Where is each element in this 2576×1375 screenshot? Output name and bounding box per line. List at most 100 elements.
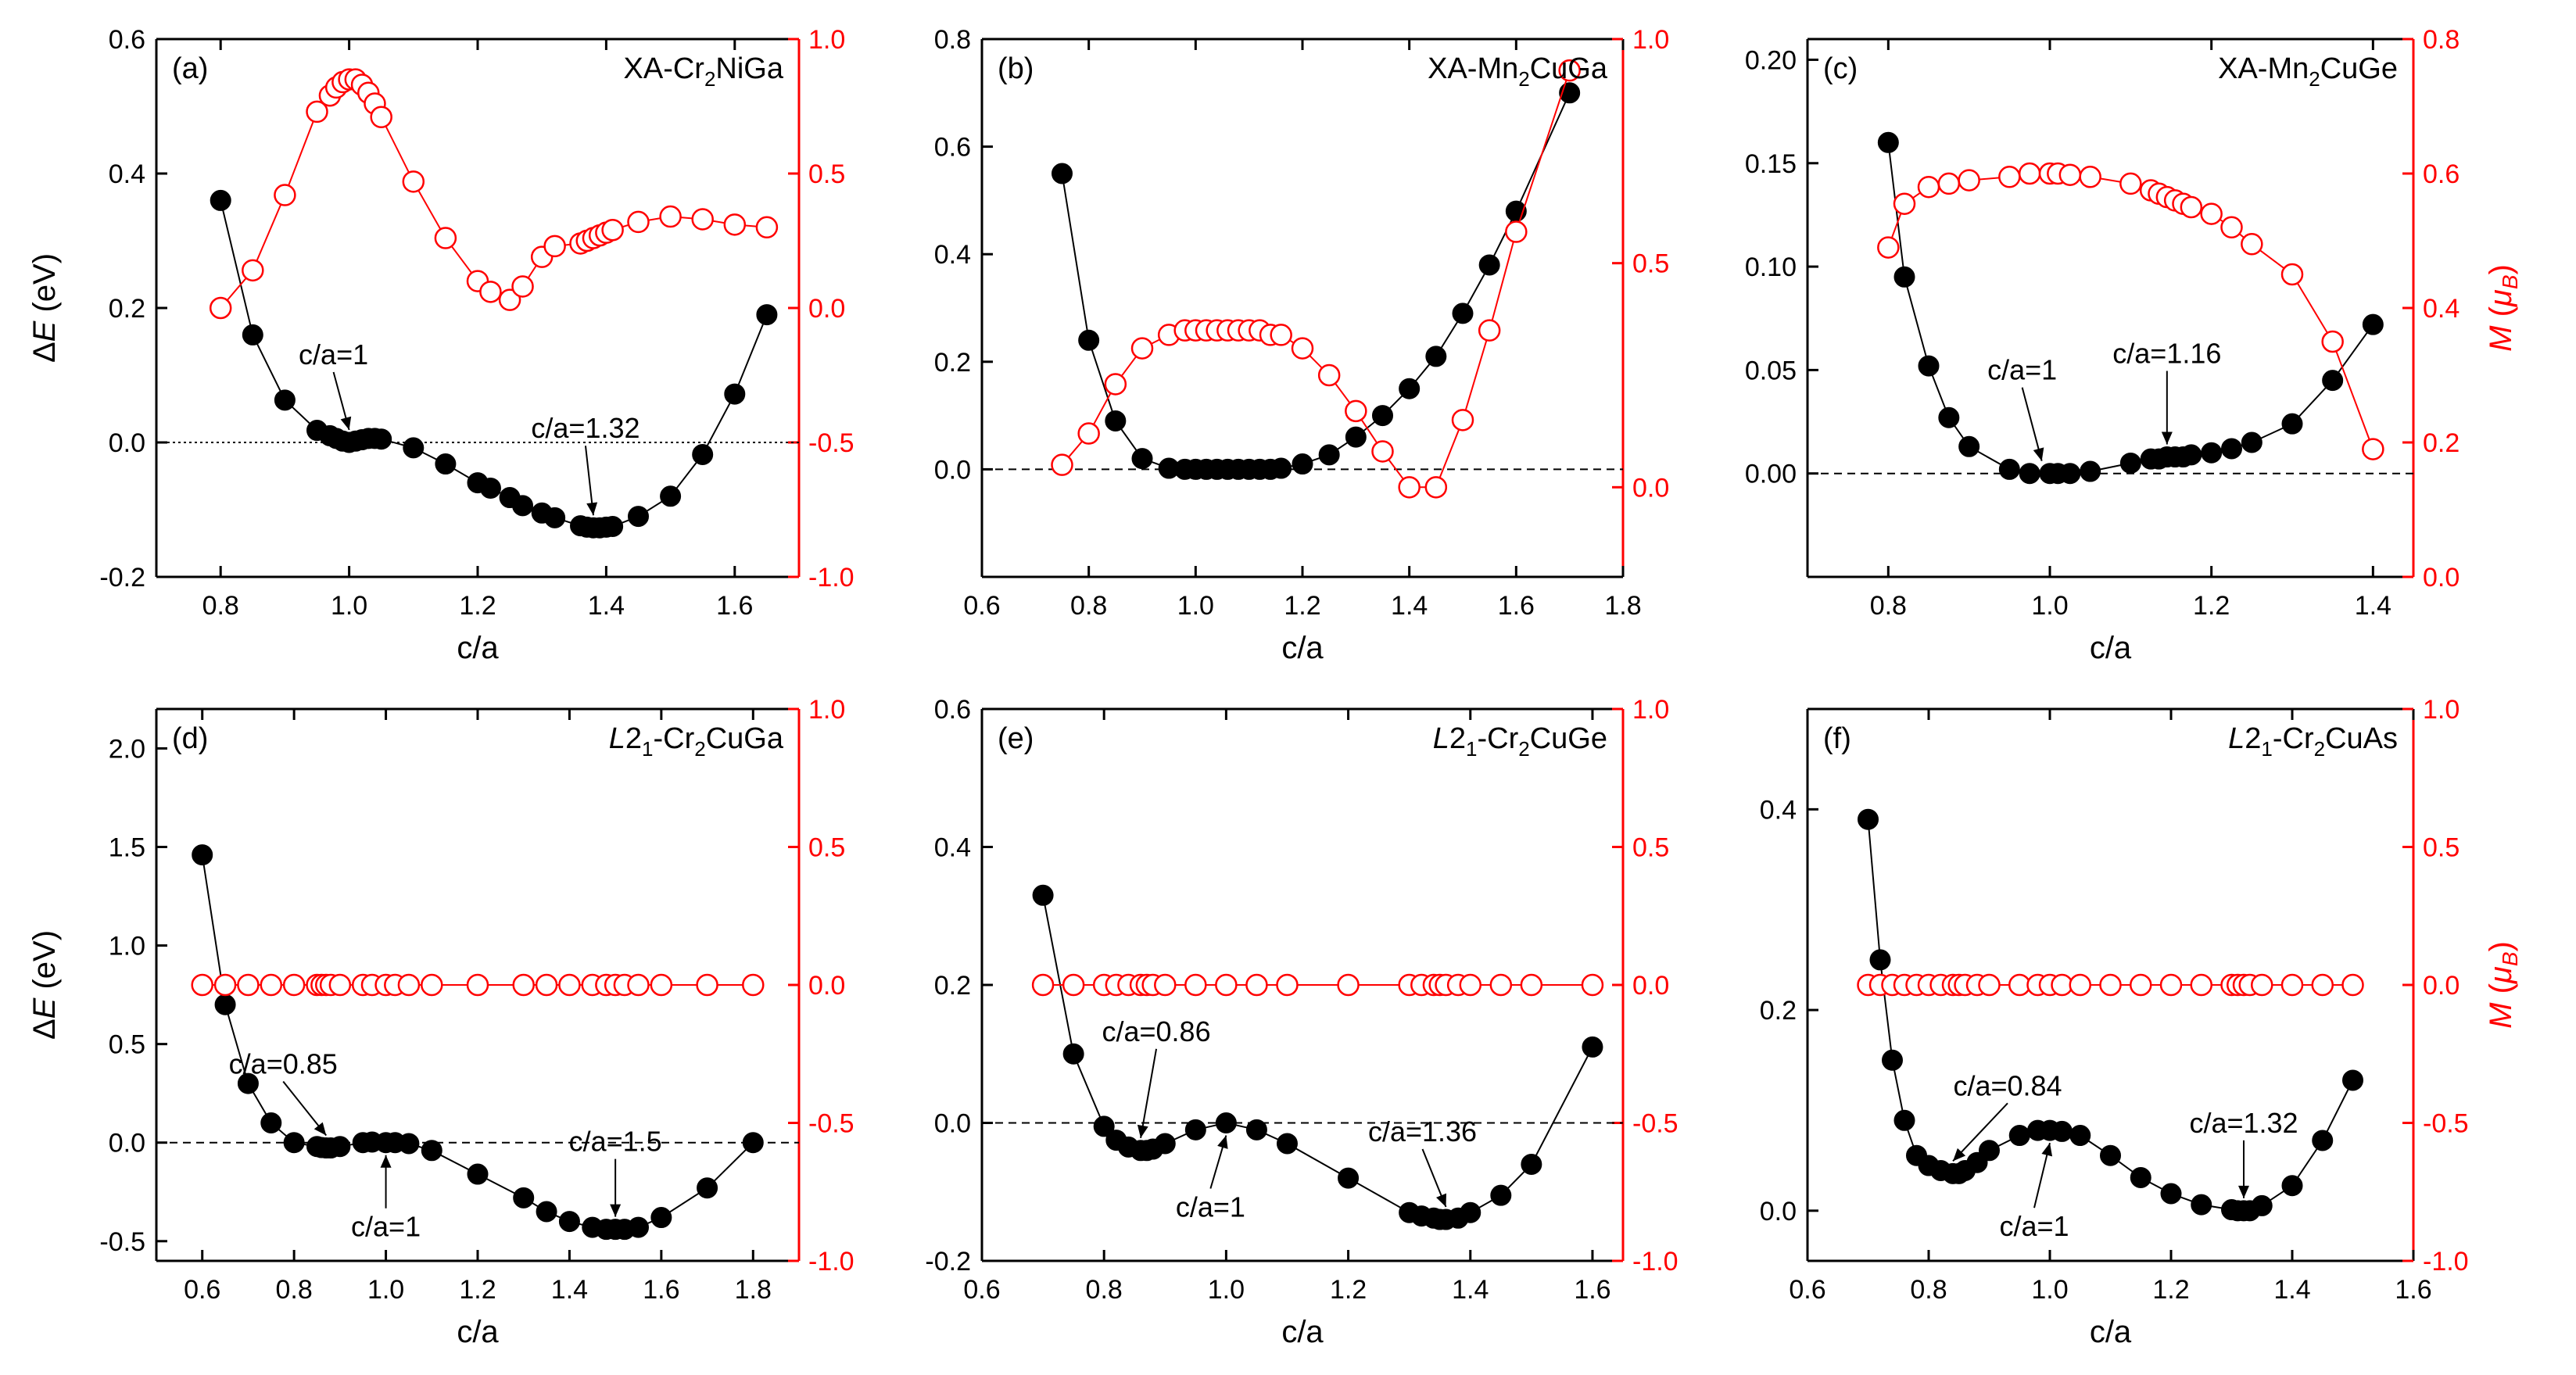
energy-point [1425,346,1447,367]
panel-title: L21-Cr2CuGe [1433,722,1607,761]
annotation-label: c/a=1 [299,338,368,371]
x-tick-label: 1.4 [1391,591,1428,621]
energy-point [650,1207,672,1229]
energy-point [1918,355,1940,377]
annotation-label: c/a=1 [351,1211,421,1243]
y2-tick-label: 0.0 [808,294,845,324]
energy-point [2160,1183,2182,1205]
energy-point [1478,254,1500,276]
unit: (eV) [27,930,62,998]
energy-point [2019,463,2040,485]
magnetization-point [1215,973,1238,997]
y-tick-label: 0.6 [109,25,145,55]
y2-tick-label: -1.0 [808,1247,854,1277]
magnetization-point [328,973,352,997]
y2-tick-label: 1.0 [1632,25,1669,55]
energy-point [210,189,231,211]
title-text: L2 [1433,722,1466,755]
energy-point [1318,444,1340,466]
energy-point [544,507,566,528]
x-tick-label: 1.4 [2355,591,2391,621]
magnetization-point [2119,172,2142,195]
energy-point [2119,452,2141,474]
y2-tick-label: 0.6 [2423,159,2460,189]
title-italic: L [2228,722,2245,755]
energy-point [2322,370,2344,392]
magnetization-point [1489,973,1513,997]
energy-point [558,1211,580,1233]
energy-point [2342,1069,2363,1091]
delta-symbol: Δ [27,1019,62,1040]
y2-tick-label: 0.0 [2423,971,2460,1001]
panel-title: L21-Cr2CuGa [609,722,784,761]
magnetization-point [1520,973,1543,997]
annotation-arrowhead [1953,1148,1966,1162]
annotation-arrowhead [2161,431,2173,445]
energy-point [1521,1153,1542,1175]
panel-d: 0.6 0.8 1.0 1.2 1.4 1.6 1.8 -0.5 0.0 0.5 1.0 1.5 2.0… [27,695,854,1349]
energy-point [2221,438,2242,460]
y2-tick-label: 0.5 [808,159,845,189]
magnetization-point [1958,169,1980,192]
mu-subscript: B [2498,951,2522,966]
panel-label: (e) [998,722,1034,755]
magnetization-point [1062,973,1085,997]
title-subscript: 2 [2314,737,2325,761]
magnetization-point [696,973,718,997]
y-tick-label: 0.10 [1745,252,1797,282]
x-axis-label: c/a [457,631,499,665]
magnetization-point [2251,973,2273,997]
energy-point [329,1136,351,1158]
x-tick-label: 1.6 [1498,591,1535,621]
energy-point [403,437,425,459]
energy-point [2080,460,2101,482]
energy-point [536,1201,557,1223]
magnetization-point [1424,476,1448,499]
title-text: CuGe [1530,722,1607,755]
energy-point [398,1133,420,1155]
magnetization-point [2099,973,2122,997]
y-tick-label: 0.4 [1760,795,1797,825]
paren-close: ) [2484,941,2518,951]
title-rest: 2 [625,722,642,755]
magnetization-point [511,275,534,298]
annotation-arrowhead [610,1204,622,1217]
energy-point [1938,406,1960,428]
energy-point [242,324,263,346]
magnetization-point [1398,476,1421,499]
panel-label: (a) [172,52,208,85]
panel-label: (b) [998,52,1034,85]
delta-symbol: Δ [27,342,62,363]
magnetization-point [2280,973,2304,997]
title-rest: 2 [1449,722,1466,755]
magnetization-point [1337,973,1360,997]
annotation-label: c/a=0.85 [229,1048,338,1080]
title-text: NiGa [715,52,783,85]
energy-point [628,506,649,528]
title-text: XA-Mn [1428,52,1518,85]
magnetization-point [601,218,624,242]
energy-point [1292,453,1313,475]
annotation-label: c/a=1.16 [2112,338,2221,370]
energy-point [1399,378,1421,399]
magnetization-point [1077,422,1100,445]
energy-point [2362,313,2384,335]
y-tick-label: 0.05 [1745,356,1797,385]
x-tick-label: 1.6 [643,1275,679,1305]
unit: (eV) [27,253,62,321]
title-subscript: 2 [694,737,705,761]
magnetization-point [2079,166,2101,188]
annotation-arrowhead [380,1155,392,1168]
magnetization-point [1154,973,1177,997]
energy-point [2281,413,2303,435]
magnetization-point [434,227,457,249]
energy-symbol: E [27,997,62,1019]
y-tick-label: 1.5 [109,833,145,863]
magnetization-point [1371,440,1394,463]
x-tick-label: 0.6 [1789,1275,1825,1305]
x-tick-label: 1.2 [1284,591,1320,621]
magnetization-point [2280,263,2304,286]
energy-point [1062,1043,1084,1065]
y-tick-label: 1.0 [109,932,145,961]
energy-point [1270,457,1292,479]
